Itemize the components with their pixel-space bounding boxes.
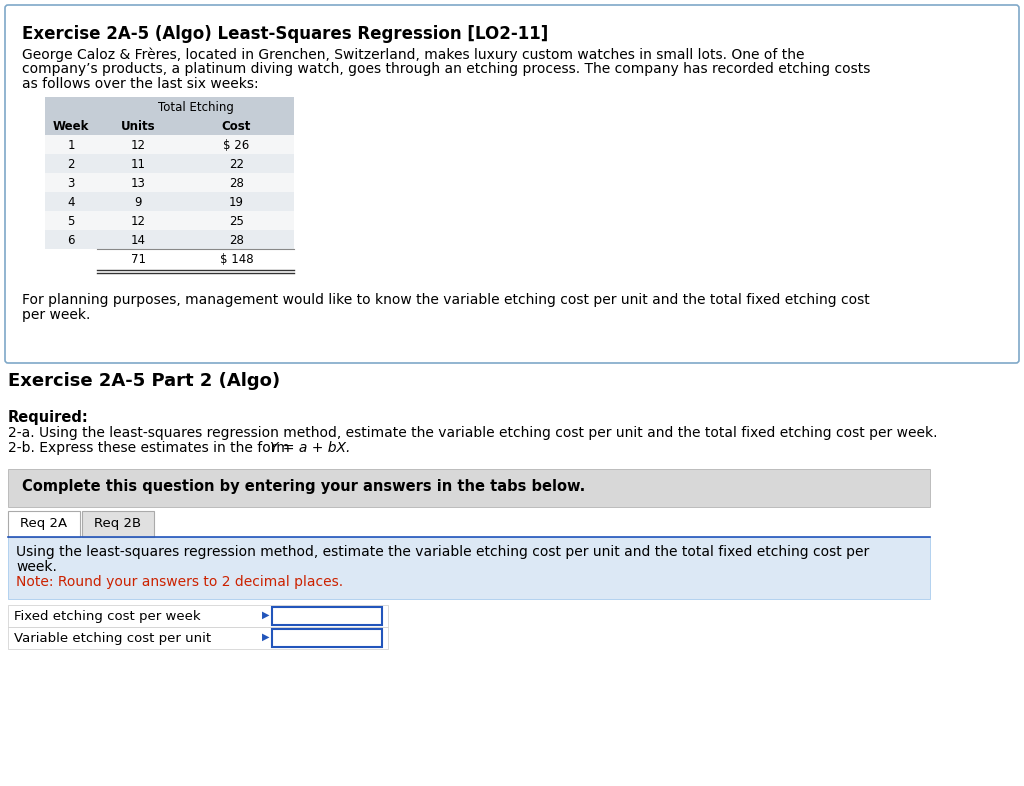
Text: Exercise 2A-5 Part 2 (Algo): Exercise 2A-5 Part 2 (Algo) xyxy=(8,372,281,390)
Bar xyxy=(8,469,930,507)
Text: Required:: Required: xyxy=(8,410,89,425)
Text: 14: 14 xyxy=(130,234,145,247)
Text: 6: 6 xyxy=(68,234,75,247)
Text: 11: 11 xyxy=(130,158,145,171)
Text: $ 26: $ 26 xyxy=(223,139,250,152)
Text: Using the least-squares regression method, estimate the variable etching cost pe: Using the least-squares regression metho… xyxy=(16,545,869,559)
Text: 13: 13 xyxy=(131,177,145,190)
Text: Exercise 2A-5 (Algo) Least-Squares Regression [LO2-11]: Exercise 2A-5 (Algo) Least-Squares Regre… xyxy=(22,25,548,43)
Text: Variable etching cost per unit: Variable etching cost per unit xyxy=(14,632,211,645)
Text: 22: 22 xyxy=(229,158,244,171)
Bar xyxy=(272,607,382,625)
FancyBboxPatch shape xyxy=(5,5,1019,363)
Text: For planning purposes, management would like to know the variable etching cost p: For planning purposes, management would … xyxy=(22,293,869,307)
Text: Req 2A: Req 2A xyxy=(20,517,68,530)
Text: 3: 3 xyxy=(68,177,75,190)
Bar xyxy=(45,154,294,173)
Text: Week: Week xyxy=(53,120,89,133)
Text: 4: 4 xyxy=(68,196,75,209)
Text: 2-a. Using the least-squares regression method, estimate the variable etching co: 2-a. Using the least-squares regression … xyxy=(8,426,938,440)
Text: 12: 12 xyxy=(130,139,145,152)
Text: Fixed etching cost per week: Fixed etching cost per week xyxy=(14,610,201,623)
Bar xyxy=(45,97,294,116)
Bar xyxy=(45,249,294,270)
Text: per week.: per week. xyxy=(22,308,90,322)
Bar xyxy=(45,192,294,211)
Text: 28: 28 xyxy=(229,177,244,190)
Text: Total Etching: Total Etching xyxy=(158,101,233,114)
Text: 9: 9 xyxy=(134,196,141,209)
Bar xyxy=(45,173,294,192)
Text: George Caloz & Frères, located in Grenchen, Switzerland, makes luxury custom wat: George Caloz & Frères, located in Grench… xyxy=(22,47,805,61)
Text: 28: 28 xyxy=(229,234,244,247)
Bar xyxy=(8,511,80,537)
Bar xyxy=(45,211,294,230)
Text: 2: 2 xyxy=(68,158,75,171)
Text: ▶: ▶ xyxy=(262,610,269,620)
Text: 25: 25 xyxy=(229,215,244,228)
Bar xyxy=(82,511,154,537)
Text: Cost: Cost xyxy=(222,120,251,133)
Bar xyxy=(272,629,382,647)
Text: $ 148: $ 148 xyxy=(220,253,253,266)
Text: Units: Units xyxy=(121,120,156,133)
Text: company’s products, a platinum diving watch, goes through an etching process. Th: company’s products, a platinum diving wa… xyxy=(22,62,870,76)
Text: ▶: ▶ xyxy=(262,632,269,642)
Text: 5: 5 xyxy=(68,215,75,228)
Text: 2-b. Express these estimates in the form: 2-b. Express these estimates in the form xyxy=(8,441,294,455)
Bar xyxy=(8,537,930,599)
Text: Req 2B: Req 2B xyxy=(94,517,141,530)
Text: 12: 12 xyxy=(130,215,145,228)
Text: as follows over the last six weeks:: as follows over the last six weeks: xyxy=(22,77,259,91)
Text: Complete this question by entering your answers in the tabs below.: Complete this question by entering your … xyxy=(22,479,586,494)
Bar xyxy=(8,627,388,649)
Text: Note: Round your answers to 2 decimal places.: Note: Round your answers to 2 decimal pl… xyxy=(16,575,343,589)
Text: 1: 1 xyxy=(68,139,75,152)
Bar xyxy=(8,605,388,627)
Bar xyxy=(45,135,294,154)
Text: 19: 19 xyxy=(229,196,244,209)
Text: week.: week. xyxy=(16,560,57,574)
Bar xyxy=(45,230,294,249)
Text: Y = a + bX.: Y = a + bX. xyxy=(270,441,350,455)
Text: 71: 71 xyxy=(130,253,145,266)
Bar xyxy=(45,116,294,135)
